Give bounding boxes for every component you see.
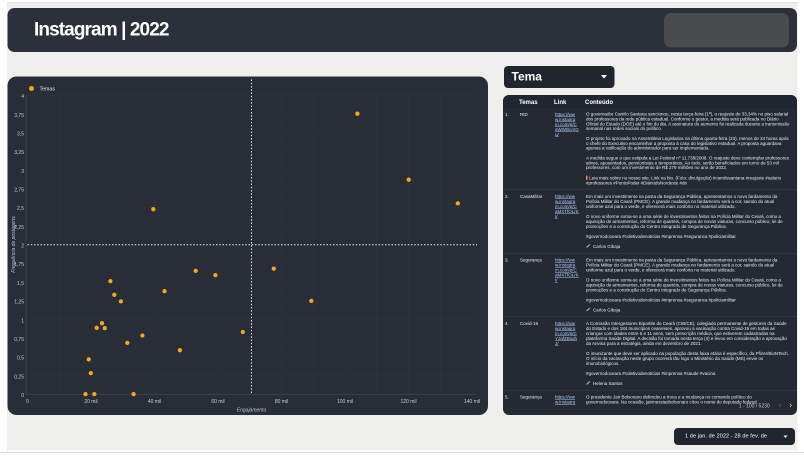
- svg-text:Frequência de postagens: Frequência de postagens: [11, 216, 17, 273]
- svg-text:0: 0: [26, 399, 29, 405]
- svg-text:80 mil: 80 mil: [275, 399, 288, 405]
- svg-text:120 mil: 120 mil: [400, 399, 416, 405]
- svg-text:4: 4: [21, 94, 24, 100]
- svg-text:2,5: 2,5: [17, 206, 24, 212]
- svg-text:3,25: 3,25: [14, 150, 24, 156]
- svg-text:2,25: 2,25: [14, 225, 24, 231]
- svg-text:Engajamento: Engajamento: [237, 408, 267, 414]
- svg-text:0: 0: [21, 393, 24, 399]
- svg-text:2: 2: [21, 244, 24, 250]
- svg-text:140 mil: 140 mil: [464, 399, 480, 405]
- svg-text:0,5: 0,5: [17, 356, 24, 362]
- svg-text:3,5: 3,5: [17, 132, 24, 138]
- svg-text:3,75: 3,75: [14, 113, 24, 119]
- svg-text:1,25: 1,25: [14, 300, 24, 306]
- svg-text:0,25: 0,25: [14, 374, 24, 380]
- svg-text:20 mil: 20 mil: [84, 399, 97, 405]
- svg-text:3: 3: [21, 169, 24, 175]
- svg-text:100 mil: 100 mil: [337, 399, 353, 405]
- svg-text:2,75: 2,75: [14, 188, 24, 194]
- svg-text:1: 1: [21, 318, 24, 324]
- svg-text:Temas: Temas: [40, 87, 56, 93]
- svg-text:60 mil: 60 mil: [211, 399, 224, 405]
- svg-text:40 mil: 40 mil: [148, 399, 161, 405]
- svg-text:1,75: 1,75: [14, 262, 24, 268]
- svg-text:0,75: 0,75: [14, 337, 24, 343]
- svg-text:1,5: 1,5: [17, 281, 24, 287]
